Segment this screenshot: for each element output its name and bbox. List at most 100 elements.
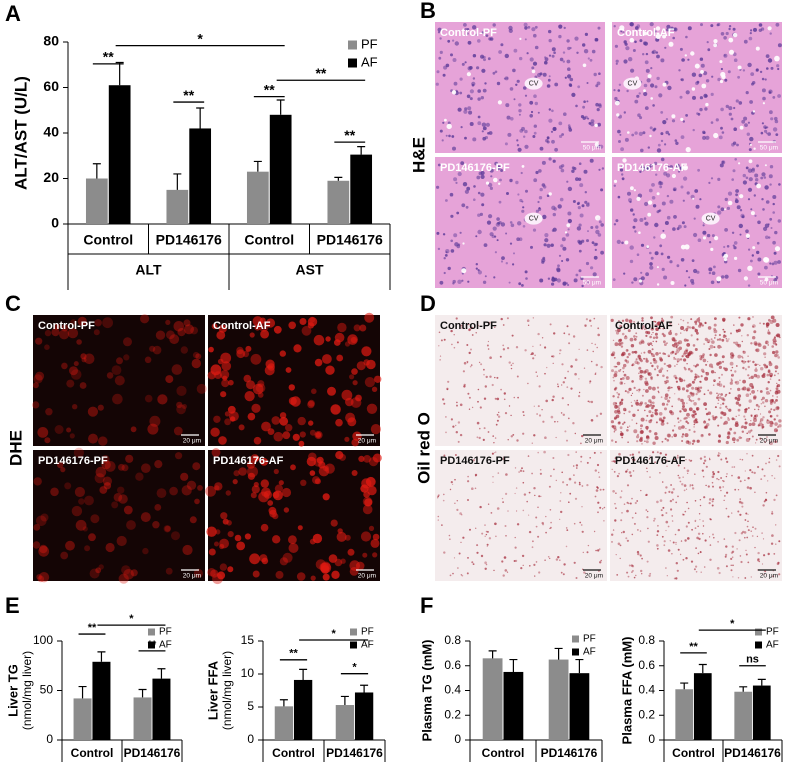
micrograph: PD146176-AF20 μm [610, 450, 782, 581]
texture [667, 86, 671, 90]
vacuole [648, 74, 652, 78]
texture [602, 167, 604, 169]
texture [250, 332, 255, 337]
texture [494, 523, 497, 526]
texture [644, 202, 648, 206]
texture [50, 488, 59, 497]
texture [717, 425, 719, 427]
texture [739, 539, 741, 541]
texture [732, 437, 736, 441]
texture [293, 434, 300, 441]
scale-label: 50 μm [760, 280, 778, 287]
texture [623, 531, 625, 533]
texture [683, 477, 684, 478]
texture [541, 409, 542, 410]
texture [38, 546, 49, 557]
texture [704, 377, 708, 381]
texture [728, 192, 732, 196]
texture [654, 518, 656, 520]
texture [733, 246, 736, 249]
texture [655, 409, 658, 412]
texture [561, 169, 565, 173]
texture [612, 354, 614, 356]
scale-label: 50 μm [583, 145, 601, 152]
texture [717, 395, 719, 397]
texture [719, 334, 721, 336]
bar [152, 679, 170, 740]
texture [595, 249, 597, 251]
texture [721, 68, 723, 70]
texture [726, 565, 728, 567]
texture [598, 103, 601, 106]
texture [698, 398, 701, 401]
texture [493, 570, 494, 571]
texture [741, 335, 742, 336]
texture [632, 414, 635, 417]
y-axis-label: Liver FFA [205, 660, 220, 720]
texture [44, 437, 50, 443]
texture [484, 82, 486, 84]
texture [613, 340, 614, 341]
texture [95, 567, 101, 573]
texture [655, 85, 658, 88]
texture [669, 397, 671, 399]
texture [441, 524, 443, 526]
texture [693, 233, 697, 237]
texture [657, 387, 659, 389]
error-bar [79, 687, 87, 699]
texture [69, 366, 78, 375]
texture [675, 333, 678, 336]
texture [645, 426, 648, 429]
texture [723, 480, 725, 482]
texture [769, 110, 773, 114]
texture [573, 200, 576, 203]
bar [134, 697, 152, 740]
texture [720, 163, 724, 167]
texture [456, 431, 458, 433]
texture [744, 40, 748, 44]
texture [457, 500, 458, 501]
y-tick-label: 0.6 [638, 658, 655, 672]
texture [752, 168, 755, 171]
texture [765, 78, 767, 80]
texture [662, 441, 664, 443]
texture [720, 127, 723, 130]
texture [325, 366, 334, 375]
texture [765, 463, 767, 465]
texture [551, 131, 553, 133]
texture [667, 439, 670, 442]
texture [642, 53, 644, 55]
texture [467, 361, 469, 363]
texture [681, 258, 685, 262]
texture [611, 461, 613, 463]
texture [688, 352, 692, 356]
texture [363, 491, 370, 498]
texture [740, 437, 742, 439]
vacuole [765, 164, 767, 166]
texture [743, 351, 745, 353]
texture [248, 413, 256, 421]
texture [661, 253, 664, 256]
texture [721, 32, 725, 36]
texture [473, 185, 476, 188]
y-axis-label: ALT/AST (U/L) [11, 76, 30, 190]
texture [737, 388, 740, 391]
texture [663, 417, 666, 420]
texture [683, 380, 685, 382]
texture [739, 101, 743, 105]
texture [688, 26, 692, 30]
texture [340, 559, 345, 564]
texture [590, 122, 594, 126]
vacuole [763, 257, 768, 262]
texture [717, 403, 718, 404]
texture [551, 416, 554, 419]
texture [579, 482, 581, 484]
texture [673, 488, 675, 490]
texture [756, 68, 759, 71]
texture [702, 533, 704, 535]
texture [775, 120, 779, 124]
error-bar [357, 147, 365, 155]
texture [777, 426, 779, 428]
texture [644, 410, 646, 412]
texture [280, 557, 288, 565]
